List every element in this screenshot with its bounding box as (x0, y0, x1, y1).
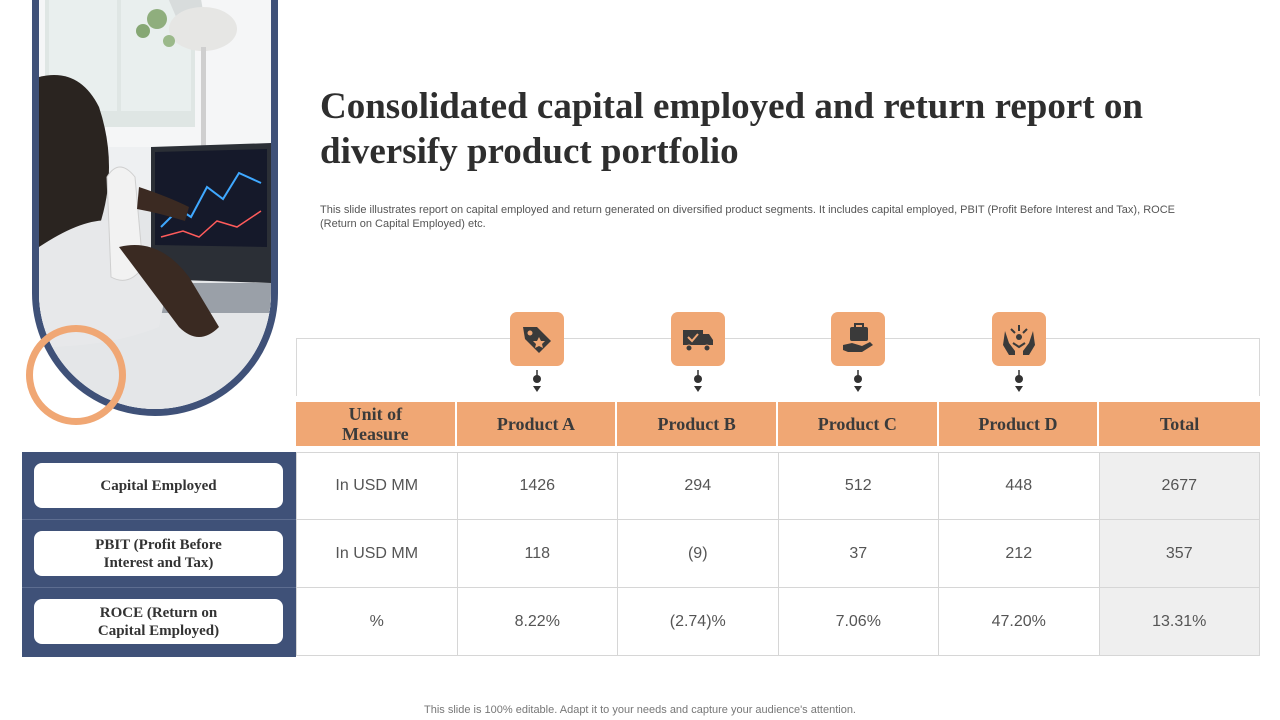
page-title: Consolidated capital employed and return… (320, 86, 1143, 172)
header-product-b: Product B (617, 402, 778, 446)
delivery-truck-icon (671, 312, 725, 366)
header-product-c: Product C (778, 402, 939, 446)
table-cell: 118 (458, 520, 618, 587)
table-row: % 8.22% (2.74)% 7.06% 47.20% 13.31% (297, 588, 1260, 656)
product-b-icon-cell (671, 312, 725, 394)
briefcase-in-hand-icon (831, 312, 885, 366)
table-cell: (9) (618, 520, 779, 587)
header-product-a: Product A (457, 402, 618, 446)
hands-holding-idea-icon (992, 312, 1046, 366)
page-subtitle: This slide illustrates report on capital… (320, 204, 1175, 230)
row-label-pbit: PBIT (Profit Before Interest and Tax) (22, 520, 296, 588)
header-total: Total (1159, 414, 1200, 434)
price-tag-icon (510, 312, 564, 366)
pin-marker-icon (533, 370, 541, 392)
table-cell: % (297, 588, 458, 655)
total-cell: 2677 (1099, 453, 1260, 519)
header-unit-of-measure: Unit of Measure (296, 402, 457, 446)
row-label-capital-employed: Capital Employed (22, 452, 296, 520)
row-labels-panel: Capital Employed PBIT (Profit Before Int… (22, 452, 296, 657)
row-label-roce: ROCE (Return on Capital Employed) (22, 588, 296, 656)
table-header: Unit of Measure Product A Product B Prod… (296, 402, 1260, 446)
header-product-d: Product D (939, 402, 1100, 446)
table-cell: 8.22% (458, 588, 618, 655)
table-cell: (2.74)% (618, 588, 779, 655)
icon-row-frame (296, 338, 1260, 396)
table-cell: 512 (779, 453, 939, 519)
data-table: In USD MM 1426 294 512 448 2677 In USD M… (296, 452, 1260, 656)
row-label-text: PBIT (Profit Before Interest and Tax) (34, 531, 283, 576)
row-label-text: Capital Employed (34, 463, 283, 508)
product-a-icon-cell (510, 312, 564, 394)
table-cell: 1426 (458, 453, 618, 519)
table-cell: 294 (618, 453, 779, 519)
pin-marker-icon (1015, 370, 1023, 392)
row-label-text: ROCE (Return on Capital Employed) (34, 599, 283, 644)
decorative-ring (26, 325, 126, 425)
total-cell: 357 (1099, 520, 1260, 587)
total-cell: 13.31% (1099, 588, 1260, 655)
table-cell: 448 (939, 453, 1100, 519)
table-cell: 7.06% (779, 588, 939, 655)
footer-note: This slide is 100% editable. Adapt it to… (424, 704, 856, 716)
pin-marker-icon (854, 370, 862, 392)
table-cell: 212 (939, 520, 1100, 587)
product-c-icon-cell (831, 312, 885, 394)
office-photo (32, 0, 278, 416)
table-cell: In USD MM (297, 453, 458, 519)
table-cell: 47.20% (939, 588, 1100, 655)
product-d-icon-cell (992, 312, 1046, 394)
table-cell: In USD MM (297, 520, 458, 587)
pin-marker-icon (694, 370, 702, 392)
table-row: In USD MM 118 (9) 37 212 357 (297, 520, 1260, 588)
table-cell: 37 (779, 520, 939, 587)
table-row: In USD MM 1426 294 512 448 2677 (297, 452, 1260, 520)
